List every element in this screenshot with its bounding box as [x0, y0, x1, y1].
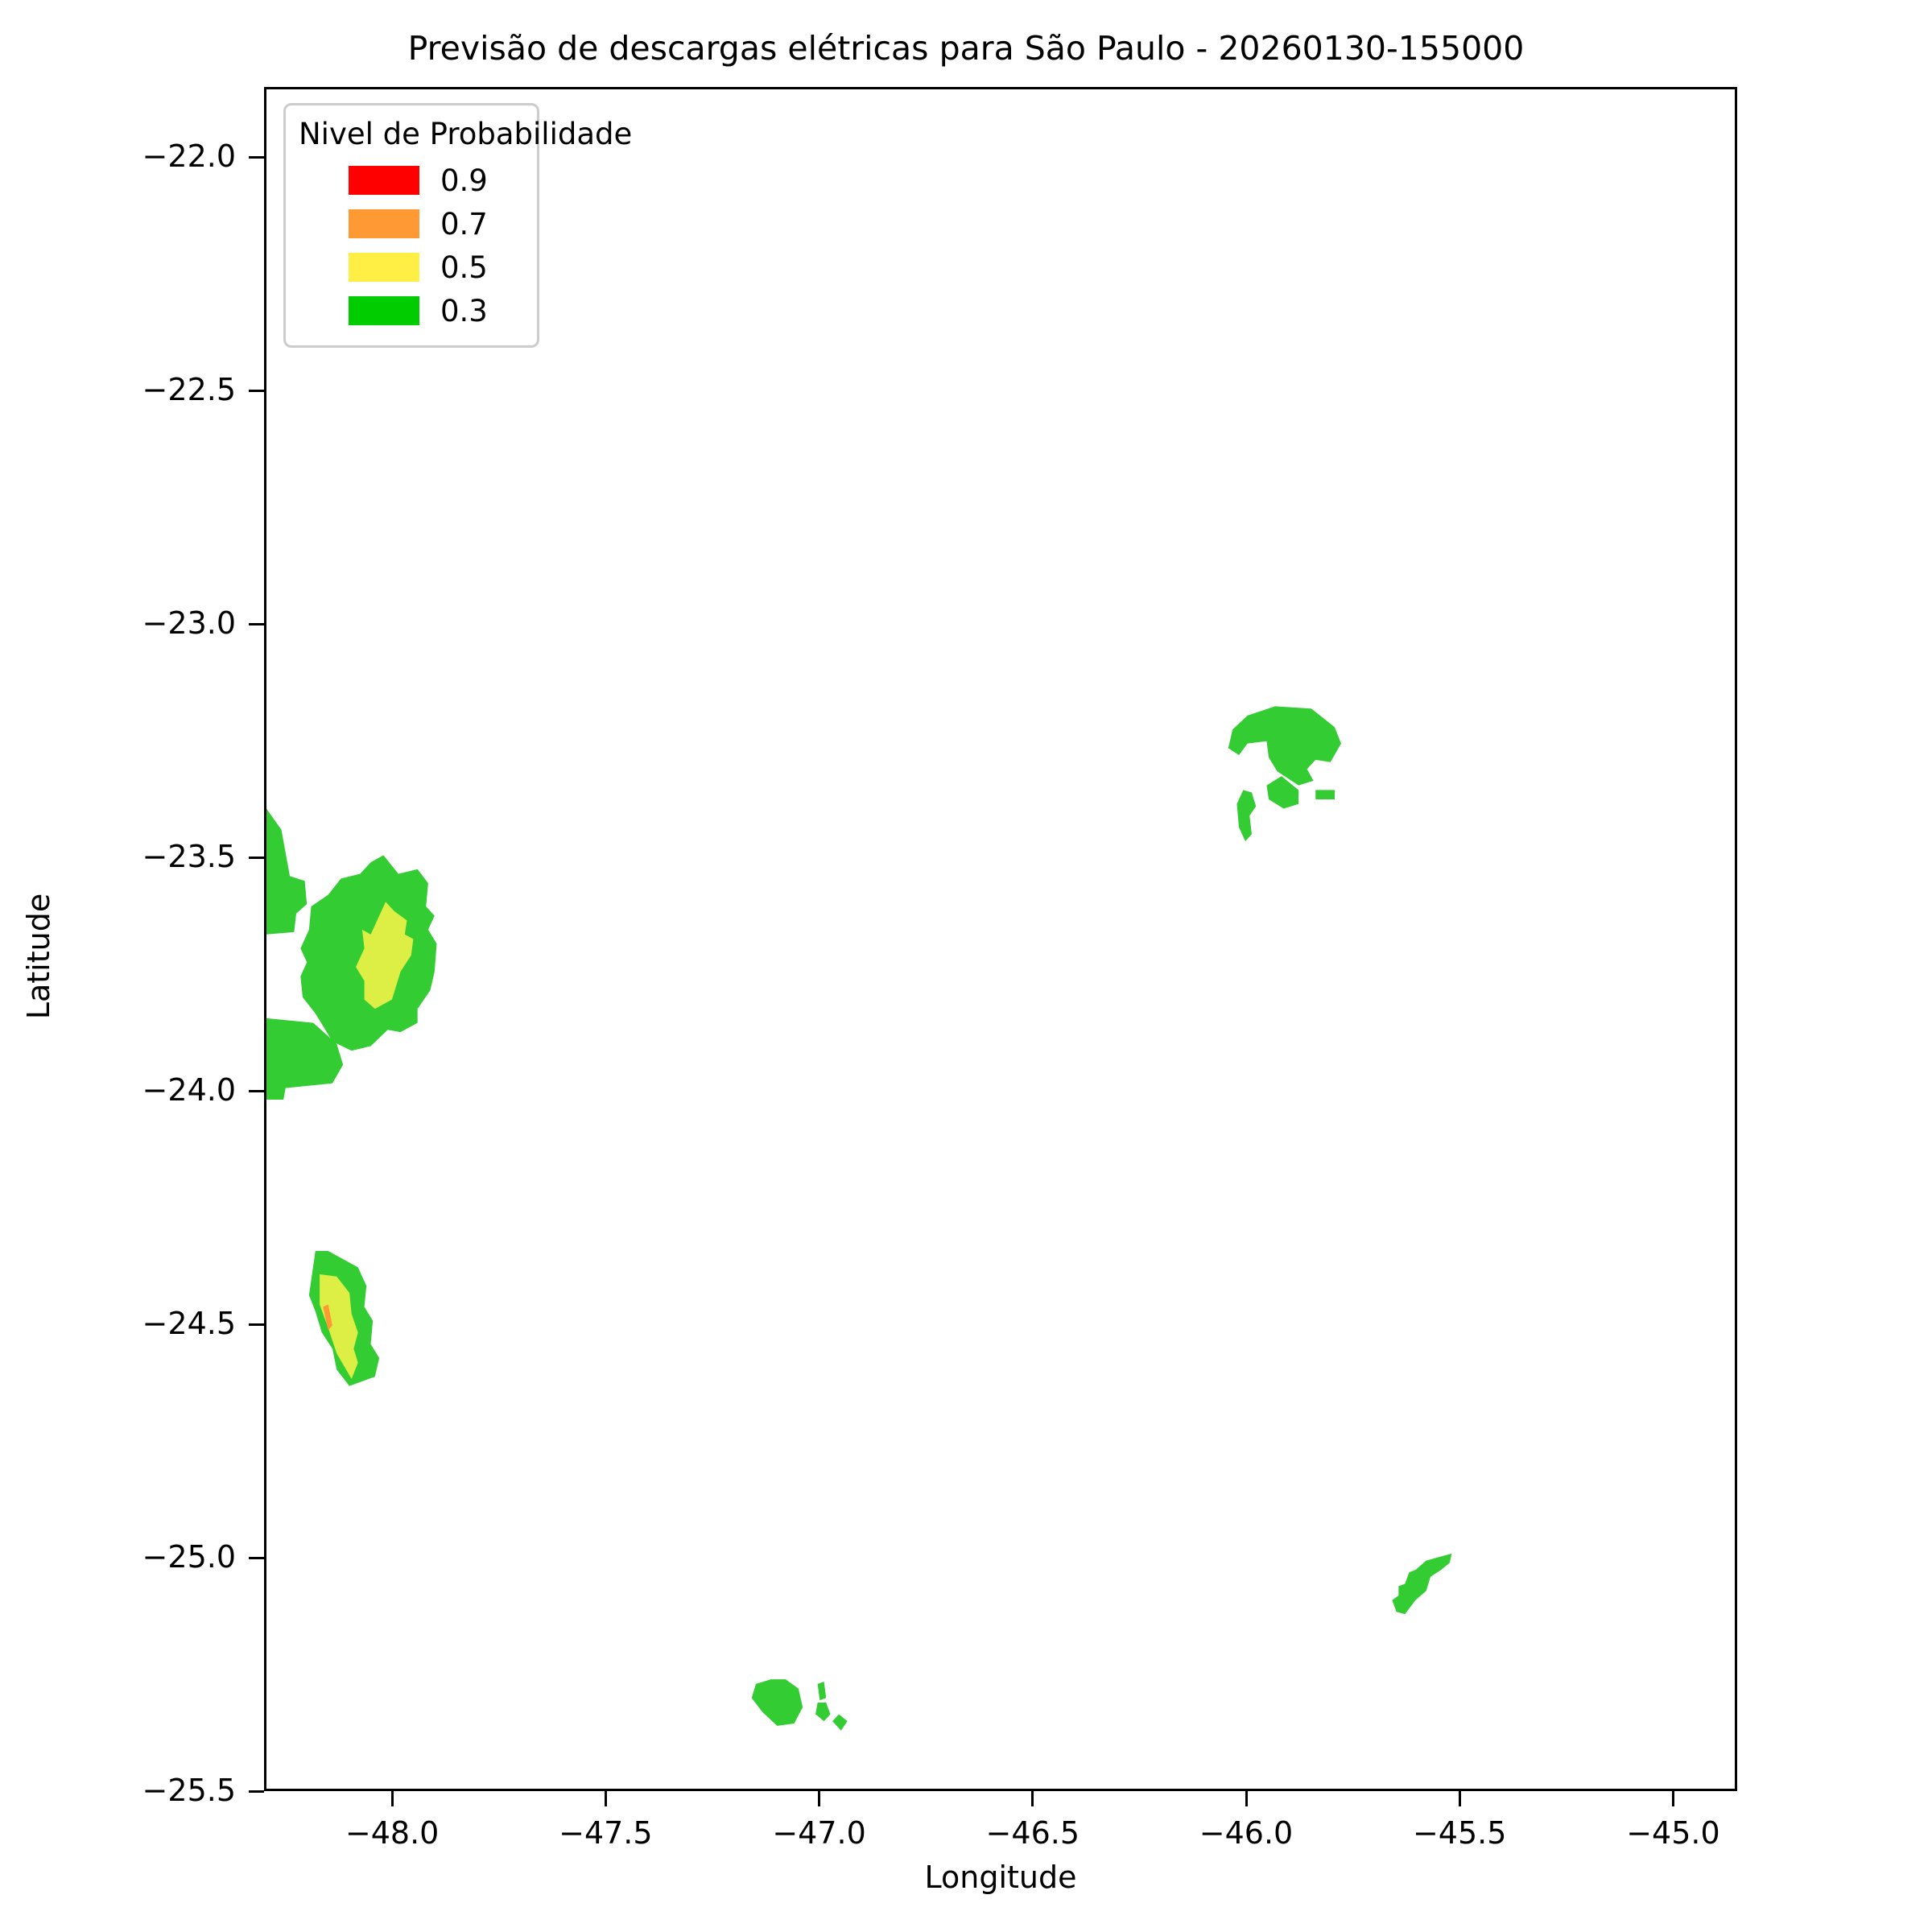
y-tick-mark [249, 1089, 264, 1092]
contour-region [356, 902, 414, 1009]
legend-title: Nivel de Probabilidade [299, 117, 633, 151]
y-tick-label: −25.0 [142, 1539, 236, 1575]
legend-entry[interactable]: 0.9 [299, 159, 524, 202]
y-tick-mark [249, 1790, 264, 1793]
x-tick-mark [818, 1791, 821, 1806]
contour-region [323, 1304, 332, 1331]
x-tick-label: −46.0 [1199, 1815, 1294, 1851]
y-tick-mark [249, 1323, 264, 1326]
legend: Nivel de Probabilidade 0.9 0.7 0.5 0.3 [283, 103, 633, 348]
legend-color-swatch [349, 166, 419, 195]
x-tick-mark [1458, 1791, 1461, 1806]
legend-entry-label: 0.3 [440, 293, 488, 328]
legend-color-swatch [349, 296, 419, 325]
y-tick-label: −24.5 [142, 1306, 236, 1341]
y-tick-label: −23.5 [142, 839, 236, 874]
contour-region [1228, 706, 1341, 786]
x-tick-label: −46.5 [985, 1815, 1080, 1851]
y-tick-mark [249, 622, 264, 625]
y-tick-label: −24.0 [142, 1072, 236, 1108]
legend-entry-label: 0.5 [440, 250, 488, 285]
plot-area [264, 87, 1737, 1791]
y-tick-mark [249, 389, 264, 392]
x-tick-mark [1031, 1791, 1034, 1806]
contour-region [1266, 776, 1299, 809]
legend-color-swatch [349, 209, 419, 238]
contour-region [266, 808, 308, 935]
legend-entry-label: 0.9 [440, 163, 488, 198]
legend-entry[interactable]: 0.5 [299, 246, 524, 289]
contour-region [1236, 790, 1257, 842]
x-tick-mark [1245, 1791, 1248, 1806]
contour-region [1392, 1553, 1452, 1615]
legend-entry-label: 0.7 [440, 206, 488, 242]
contour-region [751, 1679, 803, 1726]
legend-entry[interactable]: 0.3 [299, 289, 524, 332]
x-tick-mark [1671, 1791, 1674, 1806]
y-tick-label: −22.0 [142, 138, 236, 174]
y-tick-label: −22.5 [142, 372, 236, 407]
x-tick-label: −45.5 [1412, 1815, 1507, 1851]
x-tick-label: −47.5 [559, 1815, 653, 1851]
y-tick-mark [249, 155, 264, 159]
y-tick-label: −23.0 [142, 605, 236, 641]
y-tick-mark [249, 1556, 264, 1559]
contour-region [817, 1681, 827, 1701]
y-tick-mark [249, 856, 264, 859]
x-tick-label: −47.0 [772, 1815, 866, 1851]
legend-color-swatch [349, 253, 419, 282]
x-tick-label: −45.0 [1626, 1815, 1720, 1851]
page-title: Previsão de descargas elétricas para São… [407, 29, 1525, 68]
legend-entry[interactable]: 0.7 [299, 202, 524, 246]
y-tick-label: −25.5 [142, 1773, 236, 1808]
contour-plot [266, 706, 1452, 1731]
legend-entries: 0.9 0.7 0.5 0.3 [299, 159, 524, 332]
contour-region [832, 1714, 848, 1731]
x-tick-mark [604, 1791, 607, 1806]
x-tick-mark [390, 1791, 394, 1806]
contour-region [815, 1703, 831, 1722]
y-axis-label: Latitude [21, 893, 56, 1020]
x-axis-label: Longitude [924, 1860, 1077, 1895]
contour-region [1315, 790, 1335, 799]
contour-region [266, 1018, 344, 1100]
contour-region [320, 1274, 358, 1380]
x-tick-label: −48.0 [345, 1815, 440, 1851]
